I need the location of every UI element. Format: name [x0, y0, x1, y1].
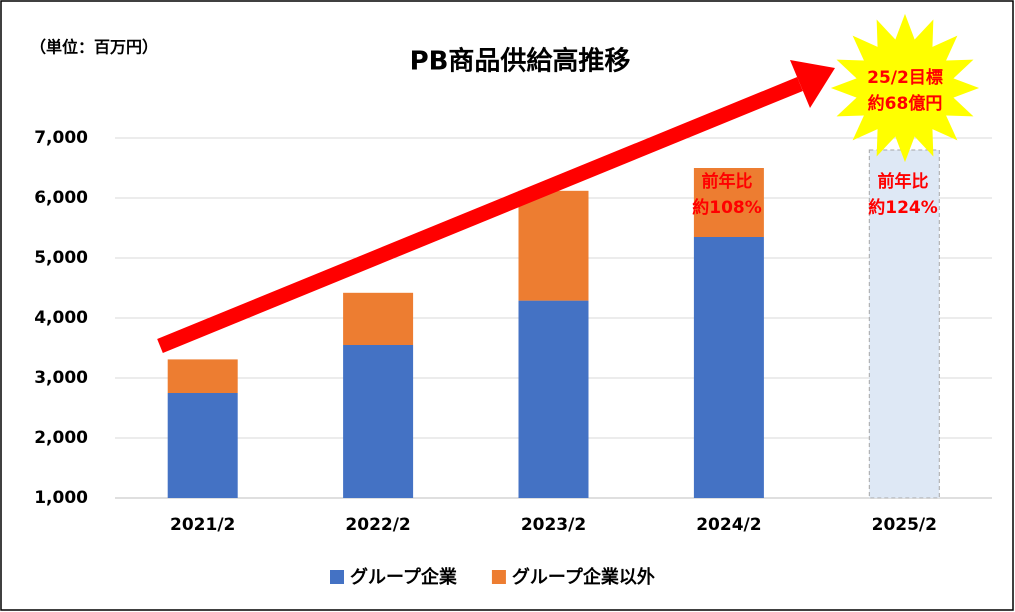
annotation: 約108%: [692, 197, 762, 218]
legend-swatch: [491, 570, 506, 584]
y-tick-label: 2,000: [34, 428, 88, 448]
bar-segment: [343, 292, 414, 345]
annotation: 25/2目標: [867, 67, 943, 88]
x-tick-label: 2022/2: [345, 515, 410, 535]
x-tick-label: 2024/2: [696, 515, 761, 535]
unit-note: （単位：百万円）: [30, 38, 158, 57]
bar-segment: [343, 345, 414, 498]
y-tick-label: 7,000: [34, 128, 88, 148]
annotation: 約68億円: [868, 93, 943, 114]
y-tick-label: 1,000: [34, 488, 88, 508]
bars: [167, 149, 940, 499]
arrow-shaft: [157, 77, 803, 353]
legend-label: グループ企業: [350, 566, 458, 588]
bar-segment: [518, 300, 589, 498]
chart-title: PB商品供給高推移: [410, 46, 631, 77]
annotation: 前年比: [702, 171, 753, 192]
y-tick-label: 4,000: [34, 308, 88, 328]
y-tick-label: 6,000: [34, 188, 88, 208]
x-tick-label: 2021/2: [170, 515, 235, 535]
bar-segment: [167, 393, 238, 498]
y-tick-label: 3,000: [34, 368, 88, 388]
bar-segment: [167, 359, 238, 393]
x-tick-label: 2025/2: [872, 515, 937, 535]
bar-segment: [693, 168, 764, 237]
annotation: 前年比: [878, 171, 929, 192]
trend-arrow: [157, 60, 835, 353]
arrow-head: [790, 60, 835, 108]
labels: 1,000 2,000 3,000 4,000 5,000 6,000 7,000 2021/…: [34, 67, 943, 588]
y-tick-label: 5,000: [34, 248, 88, 268]
bar-segment: [693, 237, 764, 498]
x-tick-label: 2023/2: [521, 515, 586, 535]
starburst: [830, 13, 980, 163]
legend-swatch: [330, 570, 344, 584]
bar-segment: [518, 190, 589, 301]
annotation: 約124%: [868, 197, 938, 218]
legend-label: グループ企業以外: [512, 566, 655, 588]
